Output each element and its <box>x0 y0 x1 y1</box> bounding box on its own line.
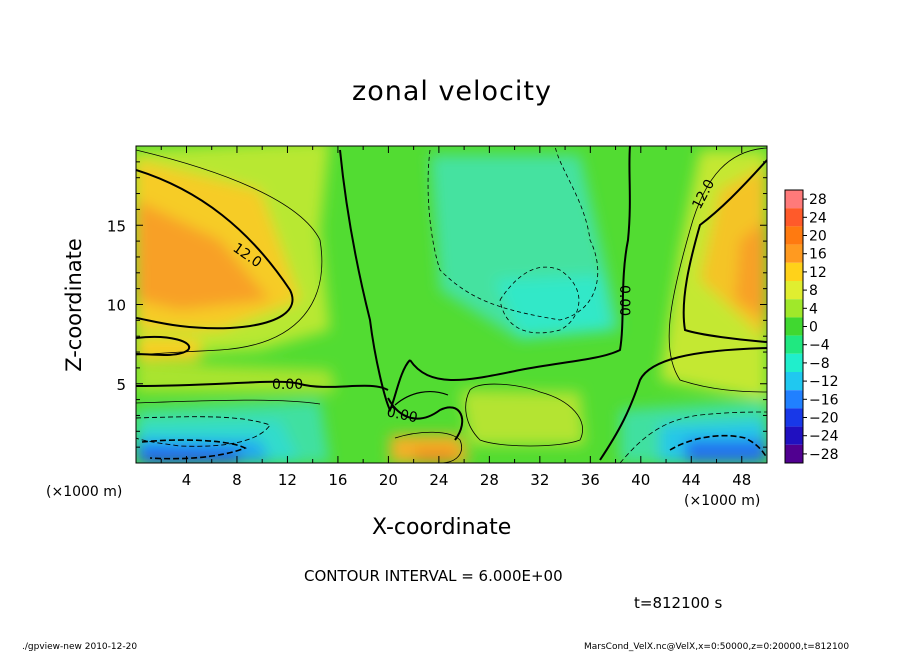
x-tick-label: 40 <box>631 471 650 489</box>
colorbar-swatch <box>785 208 803 227</box>
colorbar-swatch <box>785 426 803 445</box>
colorbar-swatch <box>785 317 803 336</box>
colorbar-swatch <box>785 262 803 281</box>
heatmap-field <box>136 146 767 463</box>
colorbar-swatch <box>785 372 803 391</box>
y-axis-ticks: 5 10 15 <box>107 161 767 448</box>
colorbar-swatch <box>785 335 803 354</box>
footer-right: MarsCond_VelX.nc@VelX,x=0:50000,z=0:2000… <box>584 642 850 652</box>
x-tick-label: 12 <box>278 471 297 489</box>
colorbar-label: −24 <box>809 429 839 445</box>
colorbar-swatch <box>785 190 803 209</box>
x-axis-label: X-coordinate <box>372 515 512 540</box>
y-tick-label: 5 <box>116 376 126 394</box>
contour-label-0-right: 0.00 <box>616 285 632 316</box>
contour-interval-label: CONTOUR INTERVAL = 6.000E+00 <box>304 567 563 585</box>
x-tick-label: 36 <box>581 471 600 489</box>
y-axis-label: Z-coordinate <box>62 238 86 372</box>
colorbar-swatch <box>785 444 803 463</box>
colorbar-label: 16 <box>809 247 827 263</box>
colorbar-swatch <box>785 244 803 263</box>
colorbar-label: −8 <box>809 356 830 372</box>
colorbar-label: 8 <box>809 283 818 299</box>
colorbar-swatch <box>785 353 803 372</box>
colorbar-swatch <box>785 226 803 245</box>
colorbar-label: 4 <box>809 301 818 317</box>
contour-label-0-left: 0.00 <box>272 377 303 393</box>
colorbar-label: −4 <box>809 338 830 354</box>
x-axis-ticks: 4 8 12 16 20 24 28 32 36 40 44 48 <box>160 146 751 489</box>
x-tick-label: 32 <box>530 471 549 489</box>
colorbar-label: 20 <box>809 229 827 245</box>
colorbar-label: −28 <box>809 447 839 463</box>
colorbar-swatch <box>785 299 803 318</box>
colorbar-label: 24 <box>809 210 827 226</box>
x-tick-label: 24 <box>429 471 448 489</box>
colorbar: 28 24 20 16 12 8 4 0 −4 −8 −12 −16 −20 −24 −28 <box>784 189 839 464</box>
colorbar-label: −16 <box>809 392 839 408</box>
chart-title: zonal velocity <box>352 76 552 107</box>
footer-left: ./gpview-new 2010-12-20 <box>22 642 138 652</box>
time-label: t=812100 s <box>634 594 723 612</box>
y-tick-label: 15 <box>107 217 126 235</box>
contour-label-0-center: 0.00 <box>385 404 419 426</box>
y-tick-label: 10 <box>107 297 126 315</box>
x-tick-label: 20 <box>379 471 398 489</box>
colorbar-swatch <box>785 281 803 300</box>
colorbar-label: −12 <box>809 374 839 390</box>
colorbar-label: 28 <box>809 192 827 208</box>
colorbar-label: 12 <box>809 265 827 281</box>
colorbar-swatch <box>785 408 803 427</box>
x-tick-label: 48 <box>732 471 751 489</box>
colorbar-label: −20 <box>809 411 839 427</box>
x-unit-label-left: (×1000 m) <box>46 484 123 500</box>
colorbar-swatch <box>785 390 803 409</box>
colorbar-label: 0 <box>809 320 818 336</box>
x-unit-label-right: (×1000 m) <box>684 493 761 509</box>
x-tick-label: 28 <box>480 471 499 489</box>
x-tick-label: 44 <box>682 471 701 489</box>
x-tick-label: 8 <box>232 471 242 489</box>
x-tick-label: 4 <box>182 471 192 489</box>
x-tick-label: 16 <box>328 471 347 489</box>
